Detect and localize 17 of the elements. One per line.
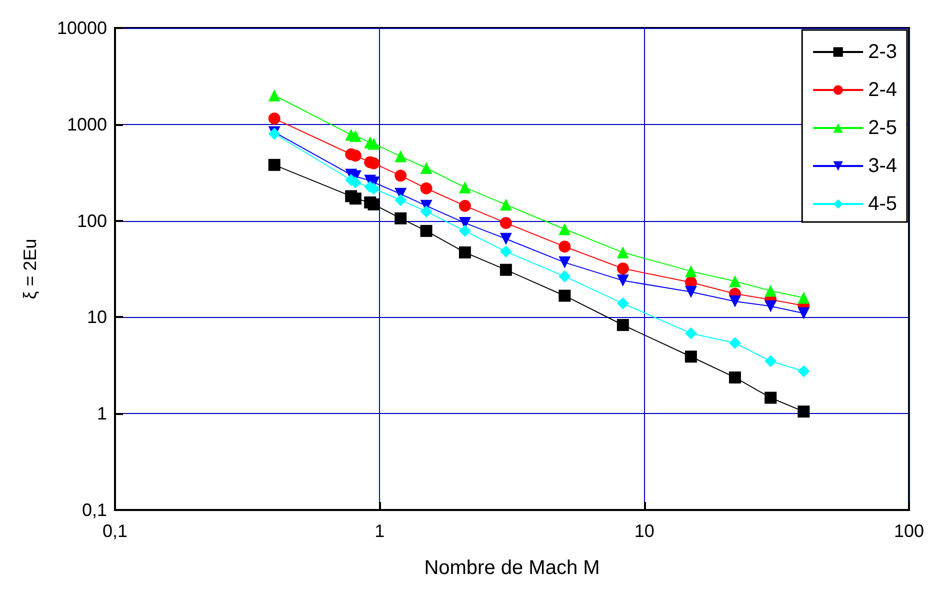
legend-label: 2-5	[868, 117, 897, 139]
y-tick-label: 1	[96, 404, 107, 424]
x-tick-label: 100	[894, 521, 924, 541]
y-tick-label: 1000	[66, 114, 107, 134]
legend-label: 2-4	[868, 79, 897, 101]
legend-label: 4-5	[868, 193, 897, 215]
y-tick-label: 100	[76, 210, 107, 231]
y-axis-title: ξ = 2Eu	[20, 238, 40, 300]
y-tick-label: 0,1	[82, 500, 107, 520]
x-tick-label: 0,1	[102, 521, 128, 541]
legend-label: 2-3	[868, 41, 897, 63]
legend-label: 3-4	[868, 155, 897, 177]
x-tick-label: 1	[374, 521, 385, 541]
y-tick-label: 10	[86, 307, 107, 328]
x-axis-title: Nombre de Mach M	[424, 557, 600, 579]
y-tick-label: 10000	[56, 18, 107, 38]
x-tick-label: 10	[634, 521, 654, 541]
